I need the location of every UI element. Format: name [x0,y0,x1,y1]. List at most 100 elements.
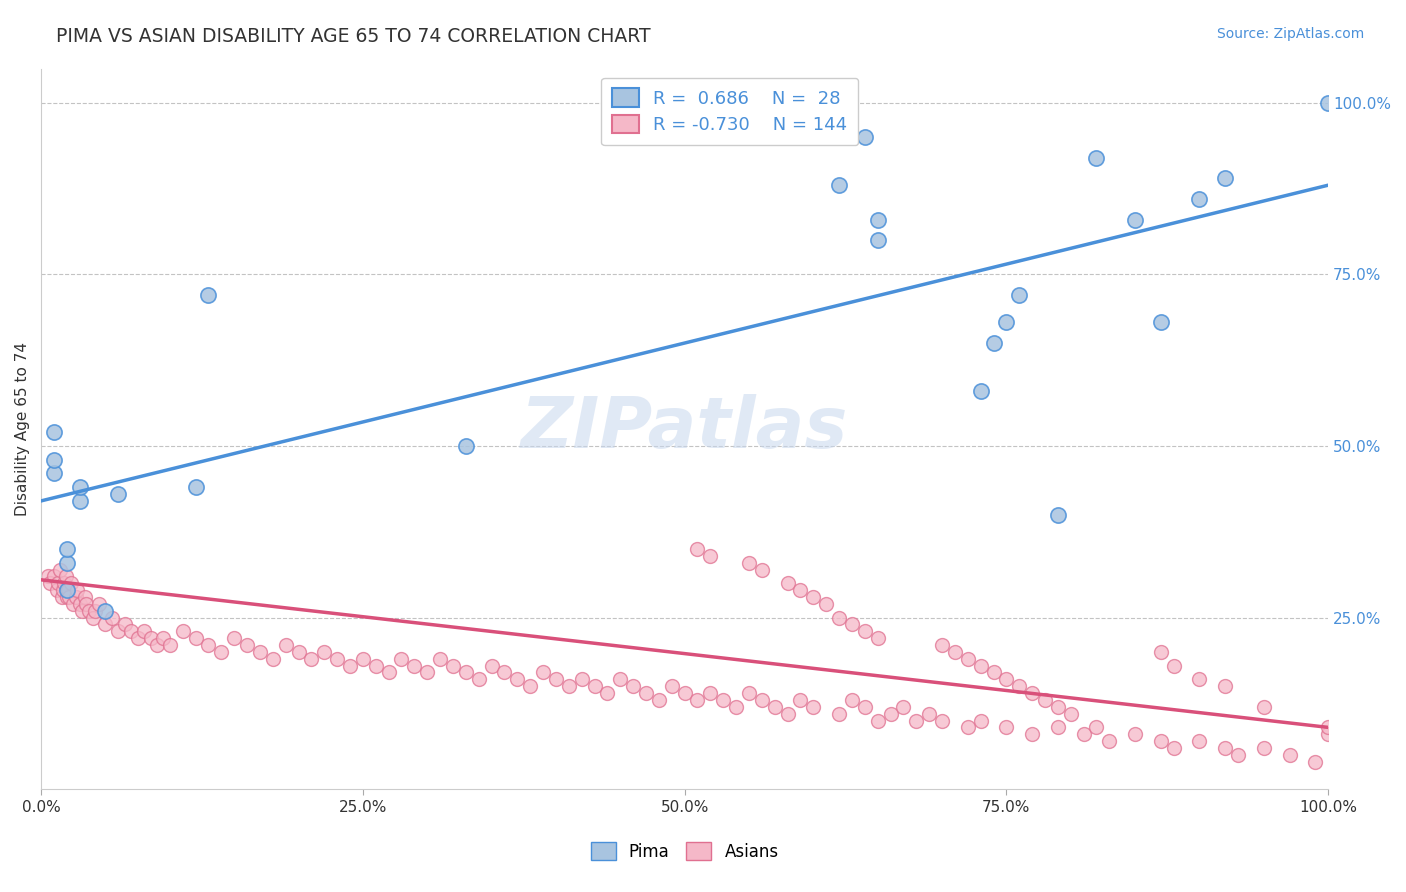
Point [94,604,117,618]
Point [62,597,84,611]
Point [841,693,863,707]
Point [404,658,426,673]
Point [1317,95,1340,110]
Legend: Pima, Asians: Pima, Asians [583,836,786,867]
Point [42,467,65,481]
Point [75,597,97,611]
Point [931,638,953,652]
Point [287,645,309,659]
Point [956,720,979,734]
Point [1278,747,1301,762]
Point [815,597,838,611]
Point [596,686,619,700]
Point [69,494,91,508]
Point [184,480,207,494]
Point [56,556,79,570]
Point [879,706,901,721]
Point [1253,741,1275,756]
Point [127,631,149,645]
Point [789,693,811,707]
Point [45,583,67,598]
Point [1021,686,1043,700]
Point [866,631,889,645]
Point [1046,720,1069,734]
Point [609,673,631,687]
Point [159,638,181,652]
Point [82,610,104,624]
Point [441,658,464,673]
Point [107,487,129,501]
Point [1188,192,1211,206]
Point [364,658,387,673]
Point [339,658,361,673]
Point [51,590,73,604]
Point [197,638,219,652]
Point [841,617,863,632]
Point [73,590,96,604]
Point [69,480,91,494]
Point [39,576,62,591]
Point [866,212,889,227]
Point [1098,734,1121,748]
Point [429,652,451,666]
Point [751,693,773,707]
Point [391,652,413,666]
Point [1253,699,1275,714]
Point [236,638,259,652]
Point [1085,720,1108,734]
Point [56,583,79,598]
Point [519,679,541,693]
Point [42,569,65,583]
Point [299,652,322,666]
Point [77,604,100,618]
Point [1046,508,1069,522]
Point [686,693,709,707]
Point [66,583,89,598]
Point [65,590,87,604]
Point [1317,720,1340,734]
Point [956,652,979,666]
Point [314,645,336,659]
Point [107,624,129,639]
Point [544,673,567,687]
Point [634,686,657,700]
Point [1150,645,1173,659]
Point [1317,727,1340,741]
Point [42,452,65,467]
Point [197,288,219,302]
Point [995,720,1018,734]
Point [46,576,69,591]
Point [711,693,734,707]
Point [893,699,915,714]
Point [1021,727,1043,741]
Point [621,679,644,693]
Point [983,665,1005,680]
Y-axis label: Disability Age 65 to 74: Disability Age 65 to 74 [15,342,30,516]
Point [249,645,271,659]
Point [352,652,374,666]
Point [120,624,142,639]
Point [661,679,683,693]
Point [853,624,876,639]
Point [995,673,1018,687]
Point [1213,171,1236,186]
Text: Source: ZipAtlas.com: Source: ZipAtlas.com [1216,27,1364,41]
Point [1163,658,1185,673]
Point [738,556,761,570]
Point [738,686,761,700]
Point [1150,734,1173,748]
Point [146,638,169,652]
Point [931,714,953,728]
Point [152,631,174,645]
Point [87,597,110,611]
Point [101,610,124,624]
Point [1303,755,1326,769]
Point [274,638,297,652]
Point [699,686,721,700]
Point [139,631,162,645]
Point [918,706,941,721]
Point [866,233,889,247]
Point [751,562,773,576]
Point [1163,741,1185,756]
Point [801,590,824,604]
